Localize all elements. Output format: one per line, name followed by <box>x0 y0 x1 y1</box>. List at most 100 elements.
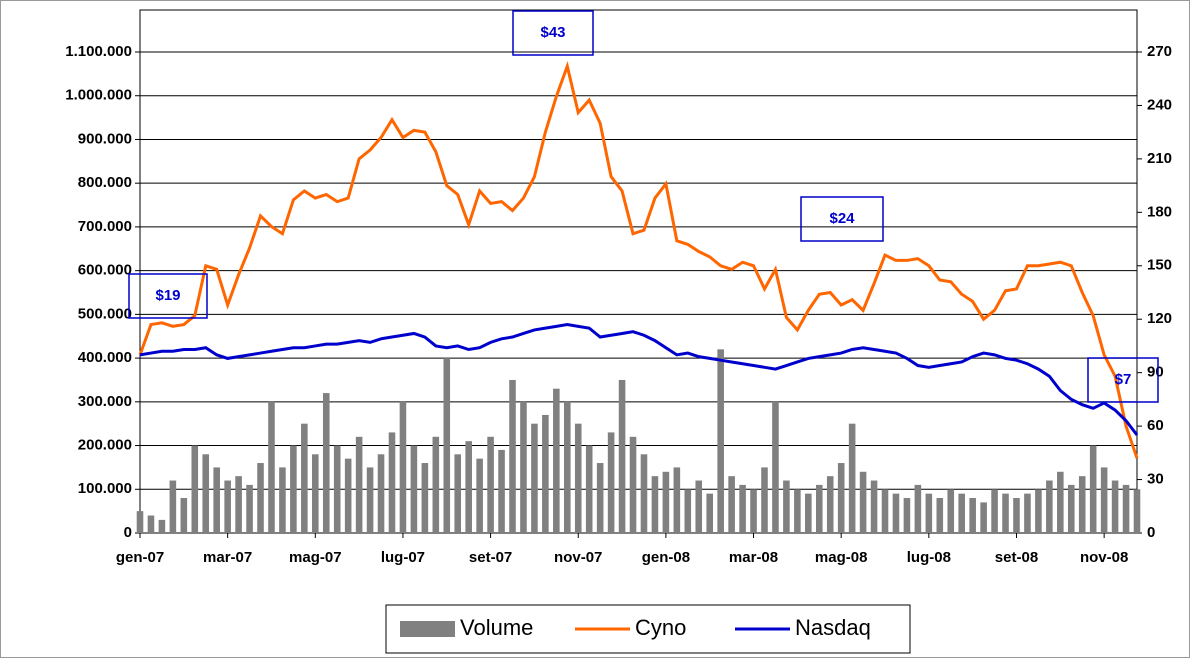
volume-bar <box>301 423 308 533</box>
volume-bar <box>596 463 604 533</box>
legend-label: Cyno <box>635 615 686 640</box>
volume-bar <box>410 445 418 533</box>
volume-bar <box>147 515 155 533</box>
volume-bar <box>531 423 538 533</box>
volume-bar <box>136 511 144 533</box>
volume-bar <box>1089 445 1097 533</box>
volume-bar <box>794 489 801 533</box>
volume-bar <box>312 454 319 533</box>
y2-tick-label: 150 <box>1147 257 1172 274</box>
volume-bar <box>202 454 210 533</box>
volume-bar <box>706 493 714 533</box>
x-tick-label: mar-08 <box>729 549 778 566</box>
x-tick-label: gen-08 <box>642 549 690 566</box>
volume-bar <box>837 463 845 533</box>
y-tick-label: 600.000 <box>78 262 132 279</box>
legend-box <box>385 604 911 654</box>
annotation: $7 <box>1115 371 1132 388</box>
volume-bar <box>421 463 429 533</box>
y2-tick-label: 60 <box>1147 417 1164 434</box>
volume-bar <box>432 436 440 533</box>
legend-label: Volume <box>460 615 533 640</box>
volume-bar <box>563 401 571 533</box>
volume-bar <box>728 476 735 533</box>
volume-bar <box>553 388 560 533</box>
x-tick-label: nov-07 <box>554 549 602 566</box>
volume-bar <box>618 379 626 533</box>
x-tick-label: mag-08 <box>815 549 868 566</box>
volume-bar <box>333 445 341 533</box>
volume-bar <box>1024 493 1031 533</box>
volume-bar <box>224 480 231 533</box>
x-tick-label: mar-07 <box>203 549 252 566</box>
annotation-box <box>128 273 208 319</box>
volume-bar <box>366 467 374 533</box>
volume-bar <box>290 445 297 533</box>
volume-bar <box>892 493 900 533</box>
volume-bar <box>213 467 220 533</box>
volume-bar <box>322 393 330 533</box>
legend-swatch <box>400 621 455 637</box>
y-tick-label: 1.000.000 <box>65 87 132 104</box>
y2-tick-label: 90 <box>1147 364 1164 381</box>
volume-bar <box>355 436 363 533</box>
volume-bar <box>585 445 593 533</box>
volume-bar <box>947 489 955 533</box>
y-tick-label: 0 <box>124 524 132 541</box>
y-tick-label: 700.000 <box>78 218 132 235</box>
volume-bar <box>1122 484 1130 533</box>
volume-bar <box>640 454 648 533</box>
y2-tick-label: 210 <box>1147 150 1172 167</box>
volume-bar <box>958 493 965 533</box>
volume-bar <box>717 349 724 533</box>
x-tick-label: lug-08 <box>907 549 951 566</box>
y-tick-label: 1.100.000 <box>65 43 132 60</box>
volume-bar <box>695 480 703 533</box>
volume-bar <box>257 463 264 533</box>
volume-bar <box>520 401 527 533</box>
annotation: $24 <box>829 210 855 227</box>
volume-bar <box>158 519 166 533</box>
volume-bar <box>509 379 516 533</box>
volume-bar <box>859 471 867 533</box>
volume-bar <box>487 436 494 533</box>
volume-bar <box>1035 489 1042 533</box>
volume-bar <box>1133 489 1141 533</box>
y2-tick-label: 180 <box>1147 203 1172 220</box>
volume-bar <box>870 480 878 533</box>
y-tick-label: 100.000 <box>78 480 132 497</box>
legend-label: Nasdaq <box>795 615 871 640</box>
volume-bar <box>783 480 790 533</box>
volume-bar <box>476 458 483 533</box>
volume-bar <box>673 467 681 533</box>
y2-tick-label: 120 <box>1147 310 1172 327</box>
volume-bar <box>914 484 922 533</box>
volume-bar <box>1078 476 1086 533</box>
volume-bar <box>805 493 812 533</box>
volume-bar <box>279 467 286 533</box>
volume-bar <box>684 489 692 533</box>
volume-bar <box>498 449 505 533</box>
volume-bar <box>399 401 407 533</box>
y-tick-label: 500.000 <box>78 305 132 322</box>
volume-bar <box>629 436 637 533</box>
y-tick-label: 300.000 <box>78 393 132 410</box>
volume-bar <box>454 454 462 533</box>
volume-bar <box>1057 471 1064 533</box>
volume-bar <box>607 432 615 533</box>
volume-bar <box>881 489 889 533</box>
volume-bar <box>344 458 352 533</box>
volume-bar <box>903 498 911 533</box>
x-tick-label: gen-07 <box>116 549 164 566</box>
y2-tick-label: 240 <box>1147 96 1172 113</box>
volume-bar <box>991 489 998 533</box>
x-tick-label: set-07 <box>469 549 512 566</box>
x-tick-label: lug-07 <box>381 549 425 566</box>
y-tick-label: 900.000 <box>78 130 132 147</box>
volume-bar <box>377 454 385 533</box>
volume-bar <box>815 484 823 533</box>
y2-tick-label: 0 <box>1147 524 1155 541</box>
x-tick-label: nov-08 <box>1080 549 1128 566</box>
